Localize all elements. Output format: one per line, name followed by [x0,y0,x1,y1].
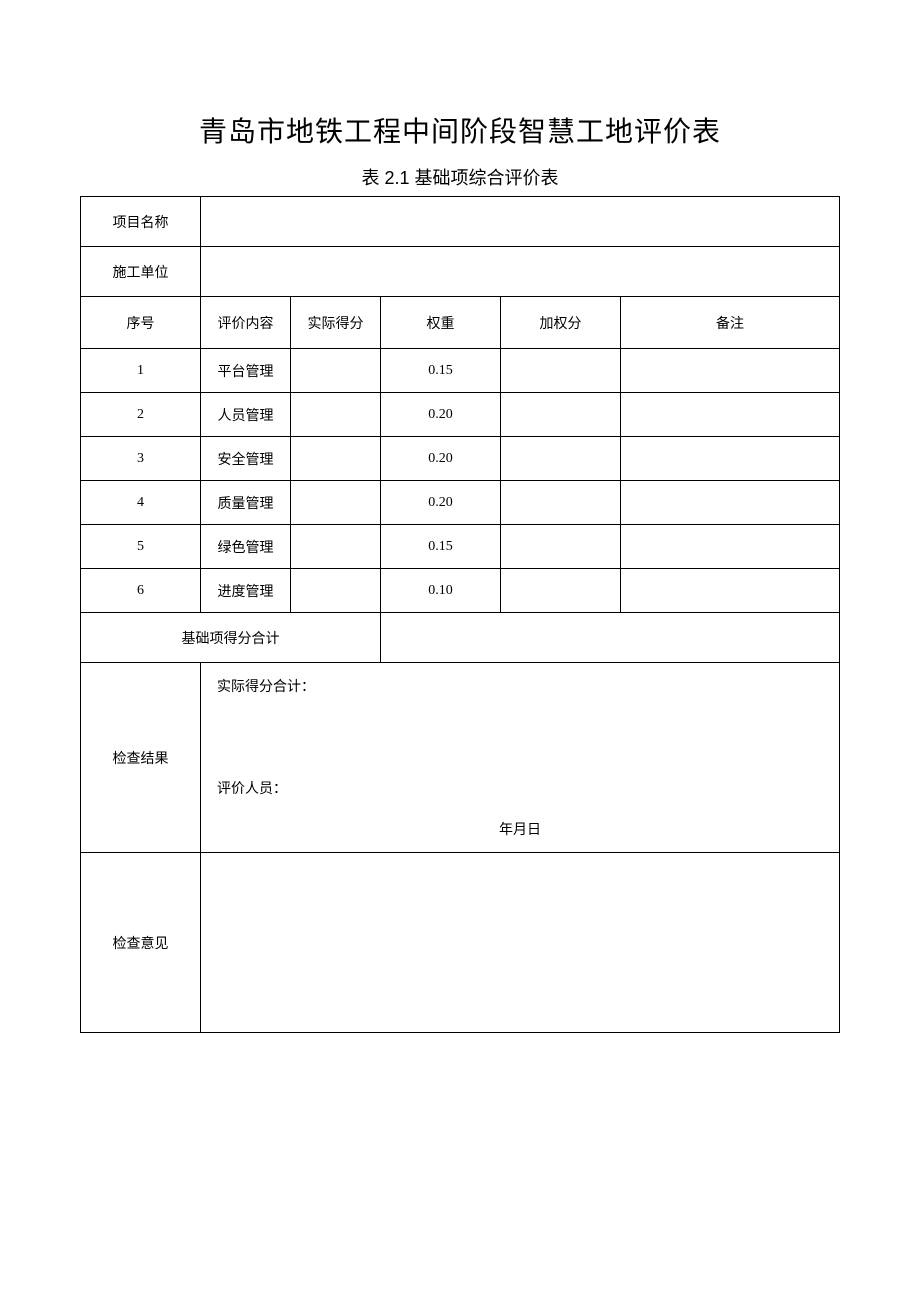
evaluation-table: 项目名称 施工单位 序号 评价内容 实际得分 权重 加权分 备注 1 平台管理 … [80,196,840,1033]
cell-weight: 0.20 [381,437,501,481]
table-row: 3 安全管理 0.20 [81,437,840,481]
cell-weighted [501,393,621,437]
cell-weight: 0.15 [381,349,501,393]
table-row: 2 人员管理 0.20 [81,393,840,437]
table-row: 1 平台管理 0.15 [81,349,840,393]
cell-content: 平台管理 [201,349,291,393]
header-weighted: 加权分 [501,297,621,349]
cell-score [291,437,381,481]
cell-score [291,393,381,437]
cell-content: 绿色管理 [201,525,291,569]
cell-content: 安全管理 [201,437,291,481]
result-date: 年月日 [217,820,823,842]
header-remark: 备注 [621,297,840,349]
cell-weighted [501,349,621,393]
cell-content: 人员管理 [201,393,291,437]
construction-unit-value [201,247,840,297]
inspection-opinion-label: 检查意见 [81,853,201,1033]
main-title: 青岛市地铁工程中间阶段智慧工地评价表 [80,110,840,150]
cell-content: 质量管理 [201,481,291,525]
construction-unit-row: 施工单位 [81,247,840,297]
inspection-result-row: 检查结果 实际得分合计： 评价人员： 年月日 [81,663,840,853]
subtotal-value [381,613,840,663]
sub-title: 表 2.1 基础项综合评价表 [80,164,840,190]
evaluator-label: 评价人员： [217,782,287,797]
cell-remark [621,349,840,393]
actual-total-label: 实际得分合计： [217,680,315,695]
project-name-value [201,197,840,247]
header-content: 评价内容 [201,297,291,349]
cell-no: 5 [81,525,201,569]
cell-weighted [501,569,621,613]
cell-score [291,569,381,613]
cell-score [291,349,381,393]
cell-remark [621,437,840,481]
cell-remark [621,525,840,569]
cell-no: 6 [81,569,201,613]
cell-weight: 0.15 [381,525,501,569]
cell-weighted [501,437,621,481]
header-no: 序号 [81,297,201,349]
cell-weight: 0.20 [381,481,501,525]
cell-remark [621,481,840,525]
construction-unit-label: 施工单位 [81,247,201,297]
table-header-row: 序号 评价内容 实际得分 权重 加权分 备注 [81,297,840,349]
header-score: 实际得分 [291,297,381,349]
cell-content: 进度管理 [201,569,291,613]
table-row: 4 质量管理 0.20 [81,481,840,525]
inspection-result-content: 实际得分合计： 评价人员： 年月日 [201,663,840,853]
cell-no: 2 [81,393,201,437]
cell-weight: 0.20 [381,393,501,437]
cell-score [291,481,381,525]
cell-remark [621,393,840,437]
project-name-row: 项目名称 [81,197,840,247]
cell-weighted [501,525,621,569]
cell-weighted [501,481,621,525]
cell-no: 4 [81,481,201,525]
inspection-result-label: 检查结果 [81,663,201,853]
cell-weight: 0.10 [381,569,501,613]
subtotal-label: 基础项得分合计 [81,613,381,663]
header-weight: 权重 [381,297,501,349]
inspection-opinion-value [201,853,840,1033]
cell-no: 3 [81,437,201,481]
cell-no: 1 [81,349,201,393]
table-row: 6 进度管理 0.10 [81,569,840,613]
subtotal-row: 基础项得分合计 [81,613,840,663]
project-name-label: 项目名称 [81,197,201,247]
cell-remark [621,569,840,613]
table-row: 5 绿色管理 0.15 [81,525,840,569]
cell-score [291,525,381,569]
inspection-opinion-row: 检查意见 [81,853,840,1033]
